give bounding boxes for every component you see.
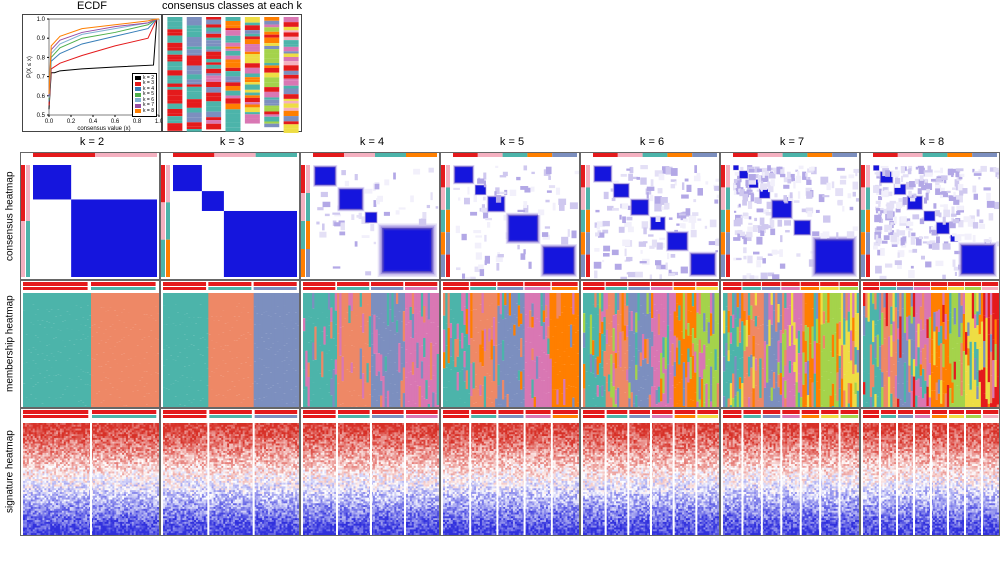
consensus-k7: [720, 152, 860, 280]
membership-k6: [580, 280, 720, 408]
signature-k3: [160, 408, 300, 536]
signature-k6: [580, 408, 720, 536]
svg-text:0.2: 0.2: [67, 119, 76, 125]
svg-text:0.0: 0.0: [45, 119, 54, 125]
k-label-2: k = 2: [22, 132, 162, 152]
membership-label: membership heatmap: [0, 280, 20, 408]
signature-label: signature heatmap: [0, 408, 20, 536]
k-label-3: k = 3: [162, 132, 302, 152]
signature-k7: [720, 408, 860, 536]
consensus-k5: [440, 152, 580, 280]
svg-text:P(X ≤ x): P(X ≤ x): [27, 56, 33, 78]
membership-k8: [860, 280, 1000, 408]
svg-text:0.8: 0.8: [37, 55, 46, 61]
svg-text:0.5: 0.5: [37, 113, 46, 119]
membership-k4: [300, 280, 440, 408]
ecdf-title: ECDF: [22, 0, 162, 12]
ecdf-plot: 0.00.20.40.60.81.00.50.60.70.80.91.0cons…: [22, 14, 162, 132]
consensus-classes-title: consensus classes at each k: [162, 0, 302, 12]
k-label-8: k = 8: [862, 132, 1002, 152]
consensus-classes-plot: [162, 14, 302, 132]
consensus-k4: [300, 152, 440, 280]
svg-text:0.8: 0.8: [133, 119, 142, 125]
ecdf-legend: k = 2k = 3k = 4k = 5k = 6k = 7k = 8: [132, 73, 157, 118]
svg-text:0.4: 0.4: [89, 119, 98, 125]
signature-k4: [300, 408, 440, 536]
consensus-k3: [160, 152, 300, 280]
membership-k5: [440, 280, 580, 408]
k-label-6: k = 6: [582, 132, 722, 152]
svg-text:0.6: 0.6: [111, 119, 120, 125]
consensus-k2: [20, 152, 160, 280]
k-label-4: k = 4: [302, 132, 442, 152]
consensus-k8: [860, 152, 1000, 280]
signature-k5: [440, 408, 580, 536]
membership-k2: [20, 280, 160, 408]
svg-text:1.0: 1.0: [37, 17, 46, 23]
svg-text:0.6: 0.6: [37, 94, 46, 100]
svg-text:0.9: 0.9: [37, 36, 46, 42]
svg-text:consensus value (x): consensus value (x): [77, 126, 130, 132]
signature-k8: [860, 408, 1000, 536]
signature-k2: [20, 408, 160, 536]
consensus-label: consensus heatmap: [0, 152, 20, 280]
consensus-k6: [580, 152, 720, 280]
membership-k3: [160, 280, 300, 408]
membership-k7: [720, 280, 860, 408]
k-label-5: k = 5: [442, 132, 582, 152]
svg-text:0.7: 0.7: [37, 75, 46, 81]
k-label-7: k = 7: [722, 132, 862, 152]
